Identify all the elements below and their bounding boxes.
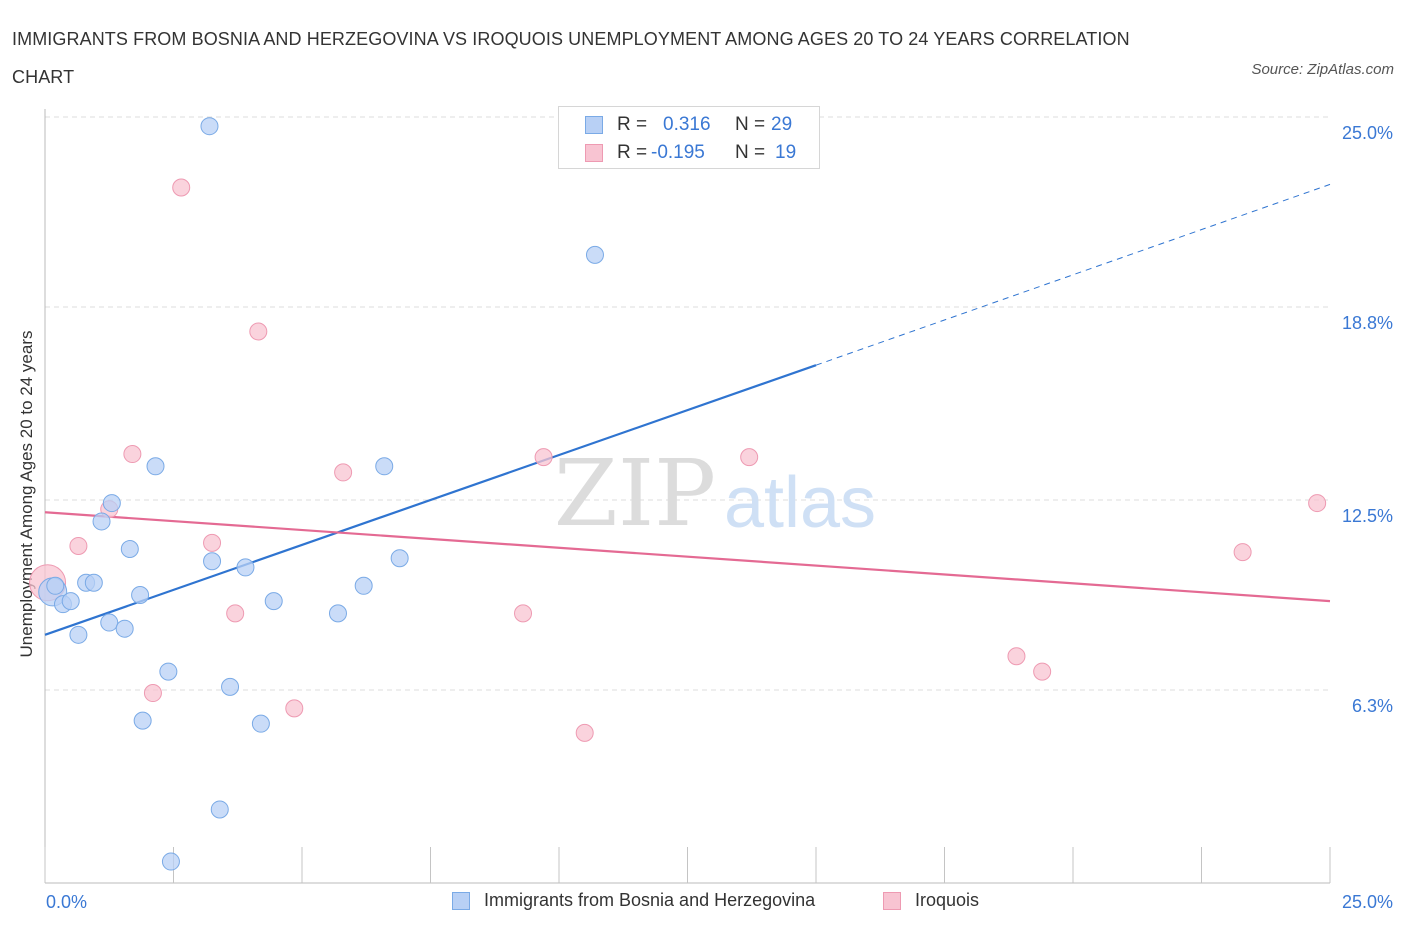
- trend-line-iroquois: [44, 511, 1331, 603]
- y-tick-label: 12.5%: [1342, 506, 1393, 526]
- legend-swatch-blue: [452, 892, 470, 910]
- legend-r-value: -0.195: [651, 142, 705, 163]
- data-point-bosnia: [236, 558, 255, 577]
- data-point-iroquois: [203, 533, 222, 552]
- legend-swatch-pink: [883, 892, 901, 910]
- data-point-iroquois: [1308, 494, 1327, 513]
- data-point-bosnia: [200, 117, 219, 136]
- data-point-bosnia: [203, 552, 222, 571]
- legend-n-value: 19: [775, 142, 797, 163]
- data-point-bosnia: [354, 576, 373, 595]
- data-point-bosnia: [159, 662, 178, 681]
- data-point-iroquois: [143, 684, 162, 703]
- legend-n-label: N =: [735, 114, 766, 135]
- data-point-bosnia: [210, 800, 229, 819]
- data-point-bosnia: [102, 494, 121, 513]
- data-point-bosnia: [146, 457, 165, 476]
- data-point-bosnia: [221, 677, 240, 696]
- y-tick-label: 18.8%: [1342, 313, 1393, 333]
- data-point-iroquois: [123, 445, 142, 464]
- x-tick-label: 0.0%: [46, 892, 87, 912]
- data-point-bosnia: [264, 592, 283, 611]
- grid-lines: [45, 116, 1330, 691]
- data-point-bosnia: [100, 613, 119, 632]
- data-point-iroquois: [575, 723, 594, 742]
- trend-line-bosnia-extension: [815, 183, 1331, 366]
- legend-series-label: Iroquois: [915, 890, 980, 910]
- data-point-iroquois: [226, 604, 245, 623]
- legend-n-value: 29: [771, 114, 793, 135]
- correlation-legend: R = 0.316 N = 29 R = -0.195 N = 19: [558, 106, 820, 169]
- data-point-bosnia: [84, 573, 103, 592]
- data-point-bosnia: [161, 852, 180, 871]
- data-points: [29, 117, 1327, 871]
- trend-lines: [44, 183, 1331, 636]
- data-point-iroquois: [334, 463, 353, 482]
- tick-labels: 6.3% 12.5% 18.8% 25.0% 0.0% 25.0%: [46, 123, 1393, 912]
- legend-r-label: R =: [617, 142, 648, 163]
- data-point-bosnia: [375, 457, 394, 476]
- data-point-iroquois: [172, 178, 191, 197]
- data-point-bosnia: [46, 576, 65, 595]
- legend-n-label: N =: [735, 142, 766, 163]
- data-point-bosnia: [133, 711, 152, 730]
- trend-line-bosnia: [44, 364, 817, 636]
- legend-r-value: 0.316: [663, 114, 711, 135]
- data-point-iroquois: [740, 448, 759, 467]
- data-point-bosnia: [120, 540, 139, 559]
- x-tick-label: 25.0%: [1342, 892, 1393, 912]
- data-point-bosnia: [131, 585, 150, 604]
- watermark: ZIP atlas: [554, 440, 876, 547]
- y-tick-label: 25.0%: [1342, 123, 1393, 143]
- legend-r-label: R =: [617, 114, 648, 135]
- watermark-zip: ZIP: [554, 440, 716, 547]
- data-point-bosnia: [61, 592, 80, 611]
- chart-title: IMMIGRANTS FROM BOSNIA AND HERZEGOVINA V…: [12, 29, 1130, 87]
- data-point-bosnia: [585, 245, 604, 264]
- data-point-iroquois: [285, 699, 304, 718]
- data-point-bosnia: [69, 625, 88, 644]
- data-point-iroquois: [249, 322, 268, 341]
- legend-series-label: Immigrants from Bosnia and Herzegovina: [484, 890, 816, 910]
- data-point-bosnia: [328, 604, 347, 623]
- data-point-bosnia: [390, 549, 409, 568]
- data-point-iroquois: [1007, 647, 1026, 666]
- data-point-iroquois: [1033, 662, 1052, 681]
- y-tick-label: 6.3%: [1352, 696, 1393, 716]
- data-point-bosnia: [115, 619, 134, 638]
- legend-swatch-pink: [585, 144, 603, 162]
- data-point-iroquois: [514, 604, 533, 623]
- data-point-iroquois: [1233, 543, 1252, 562]
- axes: [44, 109, 1331, 884]
- watermark-atlas: atlas: [724, 463, 876, 543]
- source-label: Source: ZipAtlas.com: [1251, 61, 1394, 78]
- data-point-iroquois: [69, 536, 88, 555]
- data-point-iroquois: [534, 448, 553, 467]
- data-point-bosnia: [92, 512, 111, 531]
- legend-swatch-blue: [585, 116, 603, 134]
- data-point-bosnia: [251, 714, 270, 733]
